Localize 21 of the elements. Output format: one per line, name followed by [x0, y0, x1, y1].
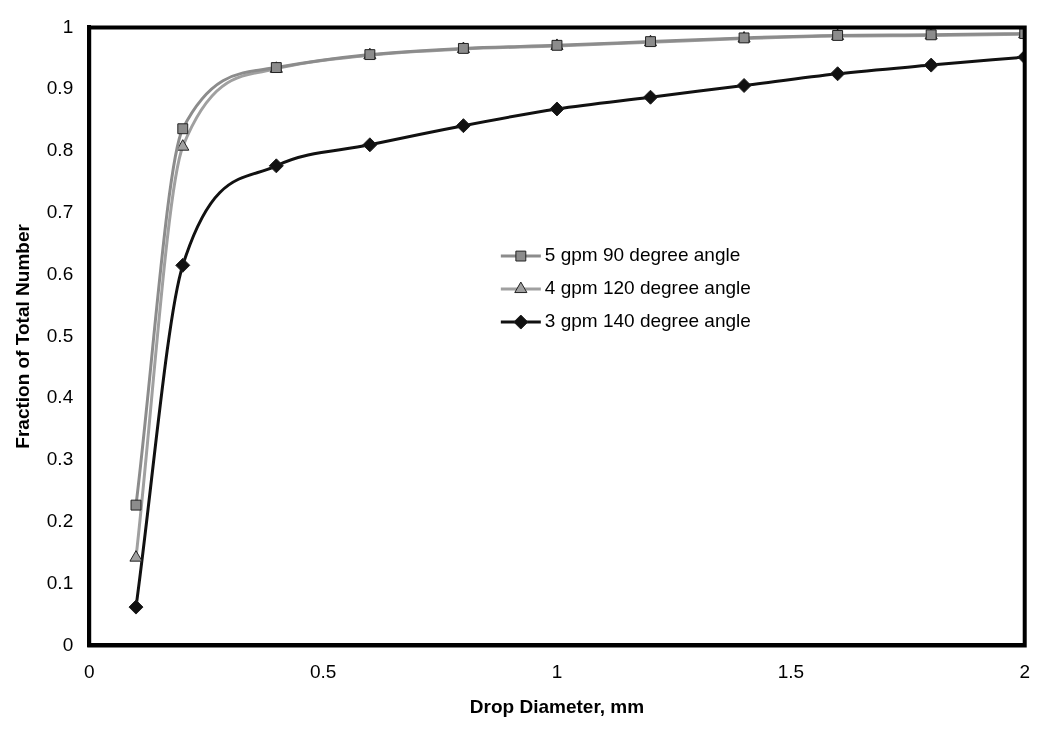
- y-axis-title: Fraction of Total Number: [11, 223, 33, 449]
- x-tick-label: 0.5: [309, 661, 337, 683]
- y-tick-label: 0.8: [46, 139, 74, 161]
- legend-label: 3 gpm 140 degree angle: [544, 310, 751, 332]
- y-tick-label: 0: [62, 633, 74, 655]
- y-tick-label: 0.3: [46, 448, 74, 470]
- legend-label: 5 gpm 90 degree angle: [544, 244, 741, 266]
- x-tick-label: 1.5: [777, 661, 805, 683]
- y-tick-label: 0.4: [46, 386, 74, 408]
- x-tick-label: 1: [551, 661, 563, 683]
- x-tick-label: 0: [83, 661, 95, 683]
- y-tick-label: 0.2: [46, 510, 74, 532]
- y-tick-label: 0.5: [46, 324, 74, 346]
- y-tick-label: 0.6: [46, 262, 74, 284]
- legend-label: 4 gpm 120 degree angle: [544, 277, 751, 299]
- y-tick-label: 1: [62, 15, 74, 37]
- x-axis-title: Drop Diameter, mm: [469, 695, 645, 717]
- y-tick-label: 0.9: [46, 77, 74, 99]
- y-tick-label: 0.7: [46, 201, 74, 223]
- y-tick-label: 0.1: [46, 571, 74, 593]
- x-tick-label: 2: [1019, 661, 1031, 683]
